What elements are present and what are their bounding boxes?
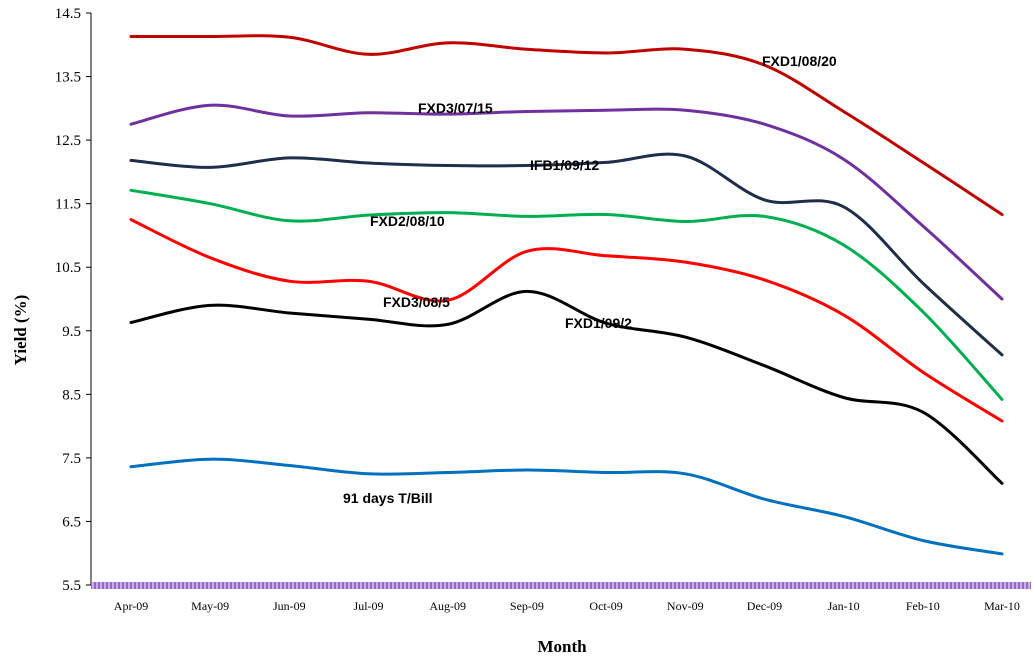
- x-tick-label: Sep-09: [510, 599, 544, 613]
- series-line-fxd1-08-20: [129, 34, 1004, 216]
- x-tick-label: Jul-09: [354, 599, 384, 613]
- series-lines: [129, 34, 1004, 556]
- y-tick-label: 7.5: [62, 451, 81, 467]
- y-tick-label: 5.5: [62, 578, 81, 594]
- series-line-fxd3-08-5: [129, 218, 1004, 423]
- x-tick-label: Apr-09: [114, 599, 148, 613]
- axes: 14.5 13.5 12.5 11.5 10.5 9.5 8.5 7.5 6.5 5.5 Apr-0…: [55, 6, 1031, 613]
- y-tick-label: 10.5: [55, 260, 81, 276]
- y-tick-label: 12.5: [55, 133, 81, 149]
- x-axis-title: Month: [537, 637, 587, 656]
- x-axis-band: [91, 582, 1031, 589]
- x-tick-label: Aug-09: [429, 599, 466, 613]
- x-tick-label: Nov-09: [667, 599, 704, 613]
- series-label-fxd1-08-20: FXD1/08/20: [762, 53, 837, 69]
- series-label-fxd3-08-5: FXD3/08/5: [383, 294, 450, 310]
- series-label-ifb1-09-12: IFB1/09/12: [530, 157, 599, 173]
- y-axis-title: Yield (%): [11, 295, 30, 366]
- series-label-91-days-t-bill: 91 days T/Bill: [343, 490, 432, 506]
- series-labels: FXD1/08/20 FXD3/07/15 IFB1/09/12 FXD2/08/10…: [343, 53, 837, 506]
- series-label-fxd3-07-15: FXD3/07/15: [418, 100, 493, 116]
- x-tick-label: May-09: [191, 599, 229, 613]
- x-tick-label: Oct-09: [589, 599, 622, 613]
- y-tick-label: 8.5: [62, 387, 81, 403]
- y-tick-label: 9.5: [62, 324, 81, 340]
- x-tick-label: Feb-10: [906, 599, 940, 613]
- series-line-fxd2-08-10: [129, 188, 1004, 401]
- x-tick-label: Jan-10: [828, 599, 860, 613]
- series-label-fxd2-08-10: FXD2/08/10: [370, 213, 445, 229]
- series-line-91-days-t-bill: [129, 457, 1004, 556]
- x-tick-label: Mar-10: [984, 599, 1020, 613]
- series-line-fxd3-07-15: [129, 103, 1004, 301]
- y-tick-label: 11.5: [55, 197, 81, 213]
- x-tick-label: Dec-09: [747, 599, 782, 613]
- series-label-fxd1-09-2: FXD1/09/2: [565, 315, 632, 331]
- series-line-fxd1-09-2: [129, 289, 1004, 485]
- x-tick-label: Jun-09: [273, 599, 306, 613]
- series-line-ifb1-09-12: [129, 152, 1004, 357]
- y-tick-label: 6.5: [62, 514, 81, 530]
- y-tick-label: 13.5: [55, 70, 81, 86]
- y-tick-label: 14.5: [55, 6, 81, 22]
